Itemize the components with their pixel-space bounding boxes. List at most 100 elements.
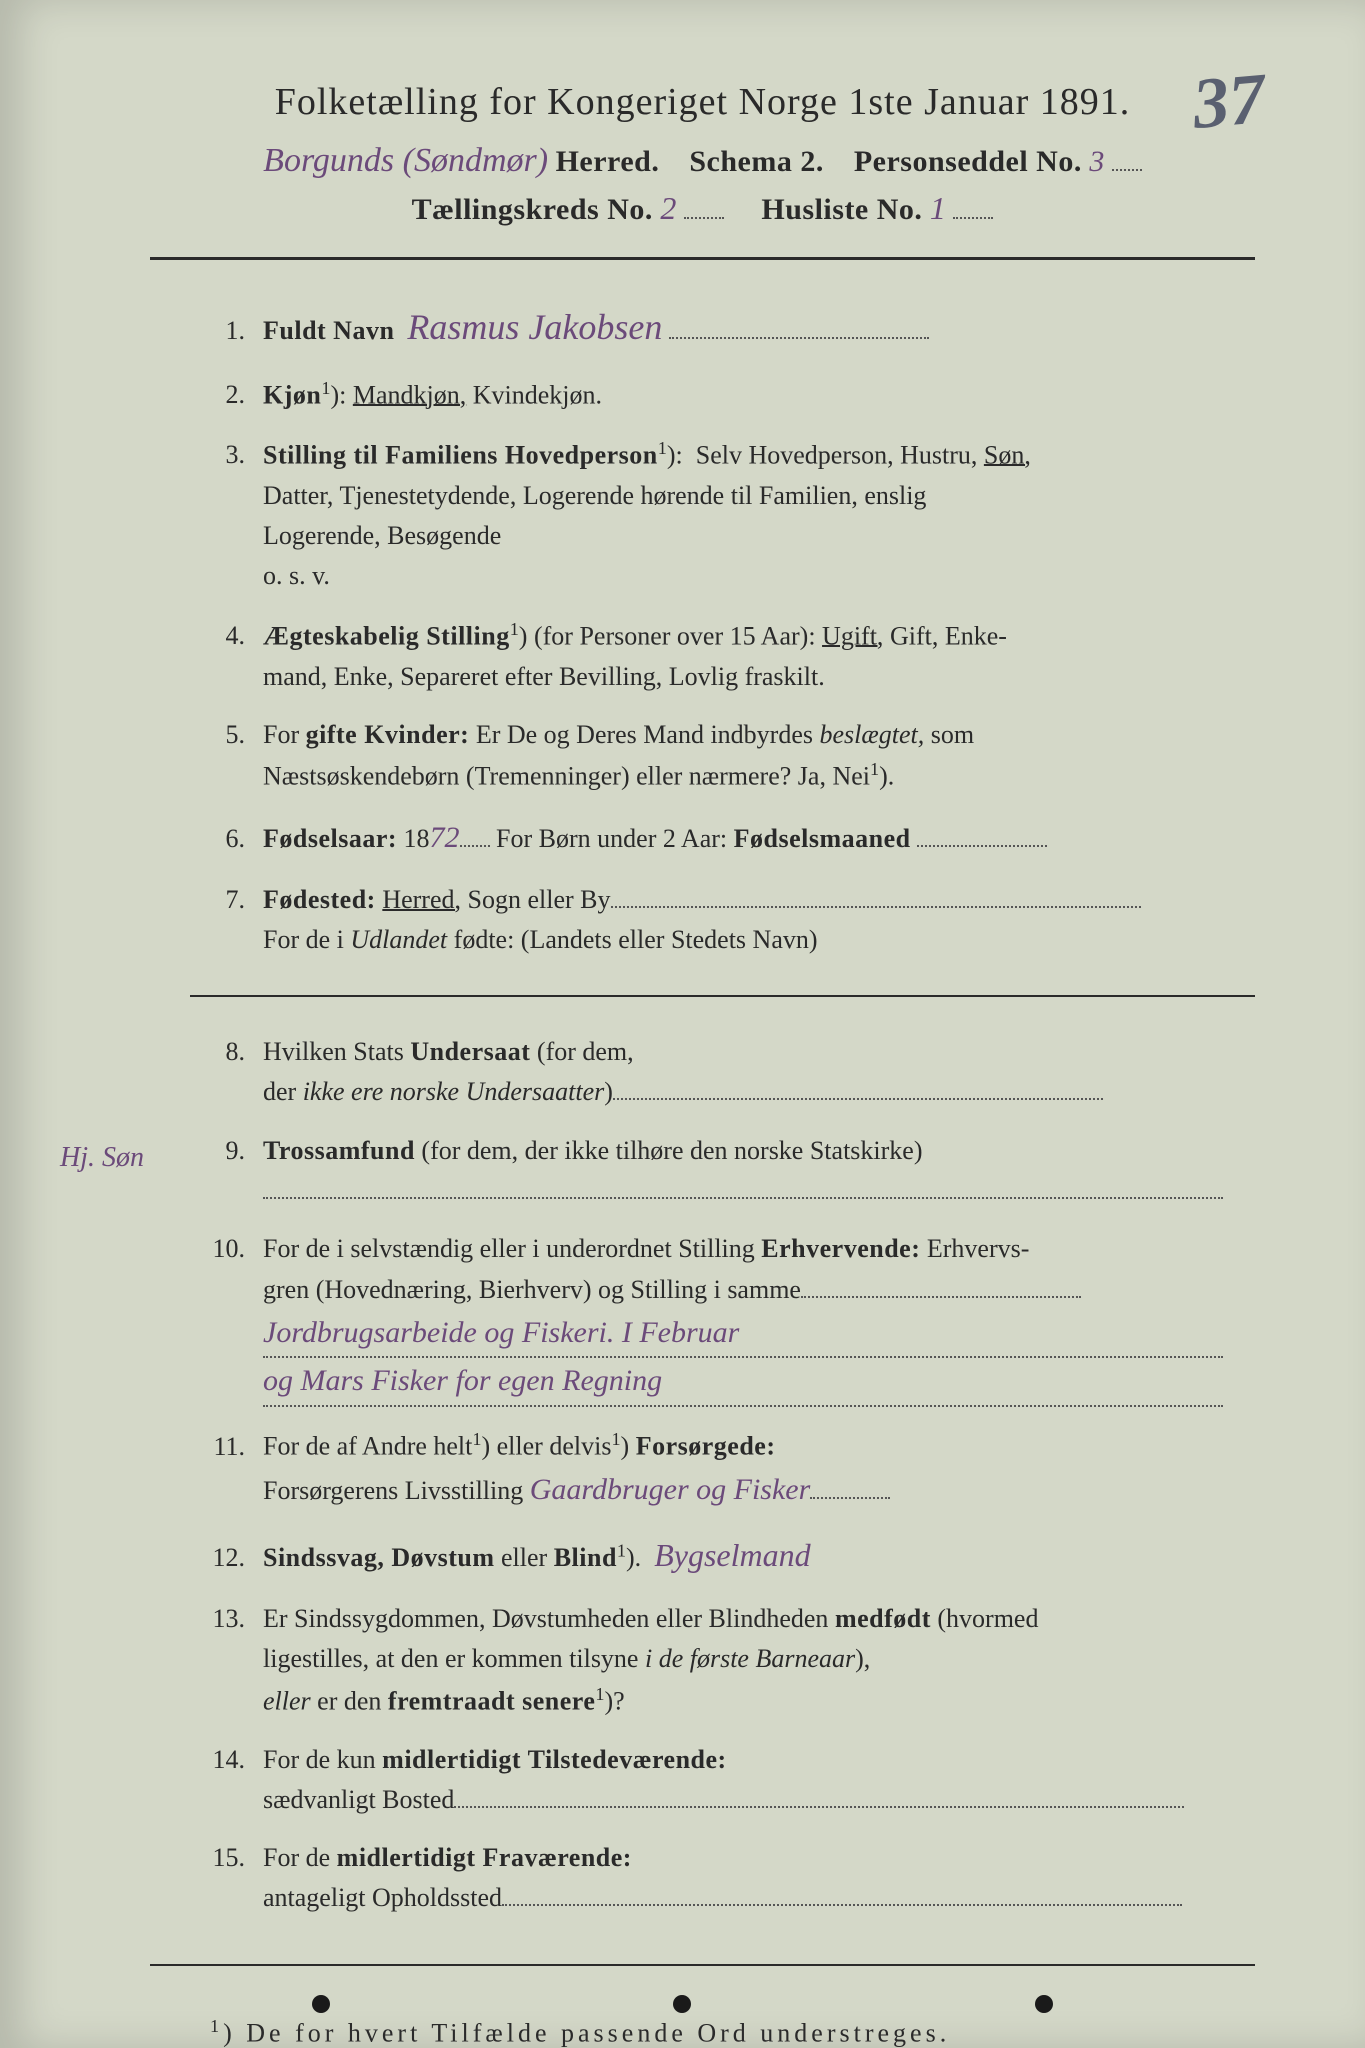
row-3: 3. Stilling til Familiens Hovedperson1):… xyxy=(190,434,1255,597)
hand-value: og Mars Fisker for egen Regning xyxy=(263,1358,1223,1407)
text: (hvormed xyxy=(931,1604,1039,1633)
text: o. s. v. xyxy=(263,561,330,590)
row-content: For de kun midlertidigt Tilstedeværende:… xyxy=(263,1740,1255,1821)
text: For Børn under 2 Aar: xyxy=(490,824,734,853)
row-15: 15. For de midlertidigt Fraværende: anta… xyxy=(190,1838,1255,1919)
label: fremtraadt senere xyxy=(388,1686,596,1715)
header-line-2: Borgunds (Søndmør) Herred. Schema 2. Per… xyxy=(150,142,1255,180)
label: Fødselsaar: xyxy=(263,824,397,853)
row-content: Fuldt Navn Rasmus Jakobsen xyxy=(263,300,1255,356)
label: Fødselsmaaned xyxy=(734,824,911,853)
row-num: 5. xyxy=(190,715,263,755)
text: mand, Enke, Separeret efter Bevilling, L… xyxy=(263,662,825,691)
text: Erhvervs- xyxy=(920,1234,1029,1263)
herred-handwritten: Borgunds (Søndmør) xyxy=(263,142,548,179)
sup: 1 xyxy=(611,1429,620,1449)
label: Stilling til Familiens Hovedperson xyxy=(263,440,658,469)
sup: 1 xyxy=(210,2016,223,2036)
row-content: Hvilken Stats Undersaat (for dem, der ik… xyxy=(263,1032,1255,1113)
row-content: Fødested: Herred, Sogn eller By For de i… xyxy=(263,880,1255,961)
text: ligestilles, at den er kommen tilsyne xyxy=(263,1644,645,1673)
text: Udlandet xyxy=(350,925,447,954)
row-content: For de i selvstændig eller i underordnet… xyxy=(263,1229,1255,1407)
row-12: 12. Sindssvag, Døvstum eller Blind1). By… xyxy=(190,1531,1255,1581)
hole-icon xyxy=(1035,1995,1053,2013)
sup: 1 xyxy=(321,378,330,398)
text: eller xyxy=(495,1543,554,1572)
row-13: 13. Er Sindssygdommen, Døvstumheden elle… xyxy=(190,1599,1255,1722)
dotted-fill xyxy=(953,217,993,219)
dotted-fill xyxy=(613,1098,1103,1100)
text: For de i xyxy=(263,925,350,954)
text: 18 xyxy=(397,824,430,853)
dotted-fill xyxy=(801,1296,1081,1298)
selected-value: Mandkjøn, xyxy=(353,380,466,409)
sup: 1 xyxy=(658,438,667,458)
text: antageligt Opholdssted xyxy=(263,1883,502,1912)
text: ikke ere norske Undersaatter xyxy=(303,1077,605,1106)
row-9: 9. Trossamfund (for dem, der ikke tilhør… xyxy=(190,1131,1255,1212)
row-content: Stilling til Familiens Hovedperson1): Se… xyxy=(263,434,1255,597)
row-num: 9. xyxy=(190,1131,263,1171)
divider xyxy=(150,257,1255,260)
selected-value: Søn, xyxy=(984,440,1031,469)
punch-holes xyxy=(0,1995,1365,2013)
margin-note: Hj. Søn xyxy=(60,1142,144,1174)
text: Kvindekjøn. xyxy=(466,380,602,409)
hand-value: Gaardbruger og Fisker xyxy=(530,1473,811,1506)
divider xyxy=(150,1964,1255,1966)
footnote: 1) De for hvert Tilfælde passende Ord un… xyxy=(150,2016,1255,2048)
row-content: Kjøn1): Mandkjøn, Kvindekjøn. xyxy=(263,374,1255,416)
label: Ægteskabelig Stilling xyxy=(263,621,510,650)
label: Fødested: xyxy=(263,885,376,914)
text: gren (Hovednæring, Bierhverv) og Stillin… xyxy=(263,1275,801,1304)
row-num: 8. xyxy=(190,1032,263,1072)
sup: 1 xyxy=(510,619,519,639)
year-value: 72 xyxy=(430,821,460,854)
selected-value: Herred, xyxy=(382,885,461,914)
footnote-text: ) De for hvert Tilfælde passende Ord und… xyxy=(223,2018,950,2047)
dotted-fill xyxy=(502,1904,1182,1906)
row-8: 8. Hvilken Stats Undersaat (for dem, der… xyxy=(190,1032,1255,1113)
text: Hvilken Stats xyxy=(263,1037,410,1066)
kreds-no: 2 xyxy=(660,190,676,226)
label: Sindssvag, Døvstum xyxy=(263,1543,495,1572)
label: Undersaat xyxy=(410,1037,530,1066)
label: medfødt xyxy=(835,1604,931,1633)
header-line-3: Tællingskreds No. 2 Husliste No. 1 xyxy=(150,190,1255,227)
row-num: 2. xyxy=(190,375,263,415)
row-1: 1. Fuldt Navn Rasmus Jakobsen xyxy=(190,300,1255,356)
text: Er De og Deres Mand indbyrdes xyxy=(469,720,819,749)
selected-value: Ugift, xyxy=(822,621,883,650)
dotted-fill xyxy=(611,906,1141,908)
census-form-page: 37 Folketælling for Kongeriget Norge 1st… xyxy=(0,0,1365,2048)
text: Datter, Tjenestetydende, Logerende høren… xyxy=(263,481,926,510)
row-content: Trossamfund (for dem, der ikke tilhøre d… xyxy=(263,1131,1255,1212)
row-14: 14. For de kun midlertidigt Tilstedevære… xyxy=(190,1740,1255,1821)
text: Sogn eller By xyxy=(461,885,611,914)
text: ) eller delvis xyxy=(481,1432,611,1461)
text: (for dem, der ikke tilhøre den norske St… xyxy=(415,1136,923,1165)
husliste-no: 1 xyxy=(930,190,946,226)
text: Gift, Enke- xyxy=(883,621,1006,650)
text: eller xyxy=(263,1686,311,1715)
text: ) xyxy=(604,1077,613,1106)
text: Er Sindssygdommen, Døvstumheden eller Bl… xyxy=(263,1604,835,1633)
text: For de kun xyxy=(263,1745,382,1774)
label: Erhvervende: xyxy=(761,1234,920,1263)
hand-value: Bygselmand xyxy=(654,1537,810,1573)
text: ). xyxy=(626,1543,641,1572)
text: (for dem, xyxy=(530,1037,633,1066)
row-content: For de af Andre helt1) eller delvis1) Fo… xyxy=(263,1425,1255,1513)
row-num: 12. xyxy=(190,1538,263,1578)
text: For de xyxy=(263,1843,337,1872)
text: Forsørgerens Livsstilling xyxy=(263,1476,523,1505)
text: som xyxy=(924,720,974,749)
sup: 1 xyxy=(595,1684,604,1704)
text: der xyxy=(263,1077,303,1106)
personseddel-no: 3 xyxy=(1089,145,1104,178)
herred-label: Herred. xyxy=(556,145,660,178)
row-content: Ægteskabelig Stilling1) (for Personer ov… xyxy=(263,615,1255,697)
row-10: 10. For de i selvstændig eller i underor… xyxy=(190,1229,1255,1407)
dotted-fill xyxy=(917,845,1047,847)
